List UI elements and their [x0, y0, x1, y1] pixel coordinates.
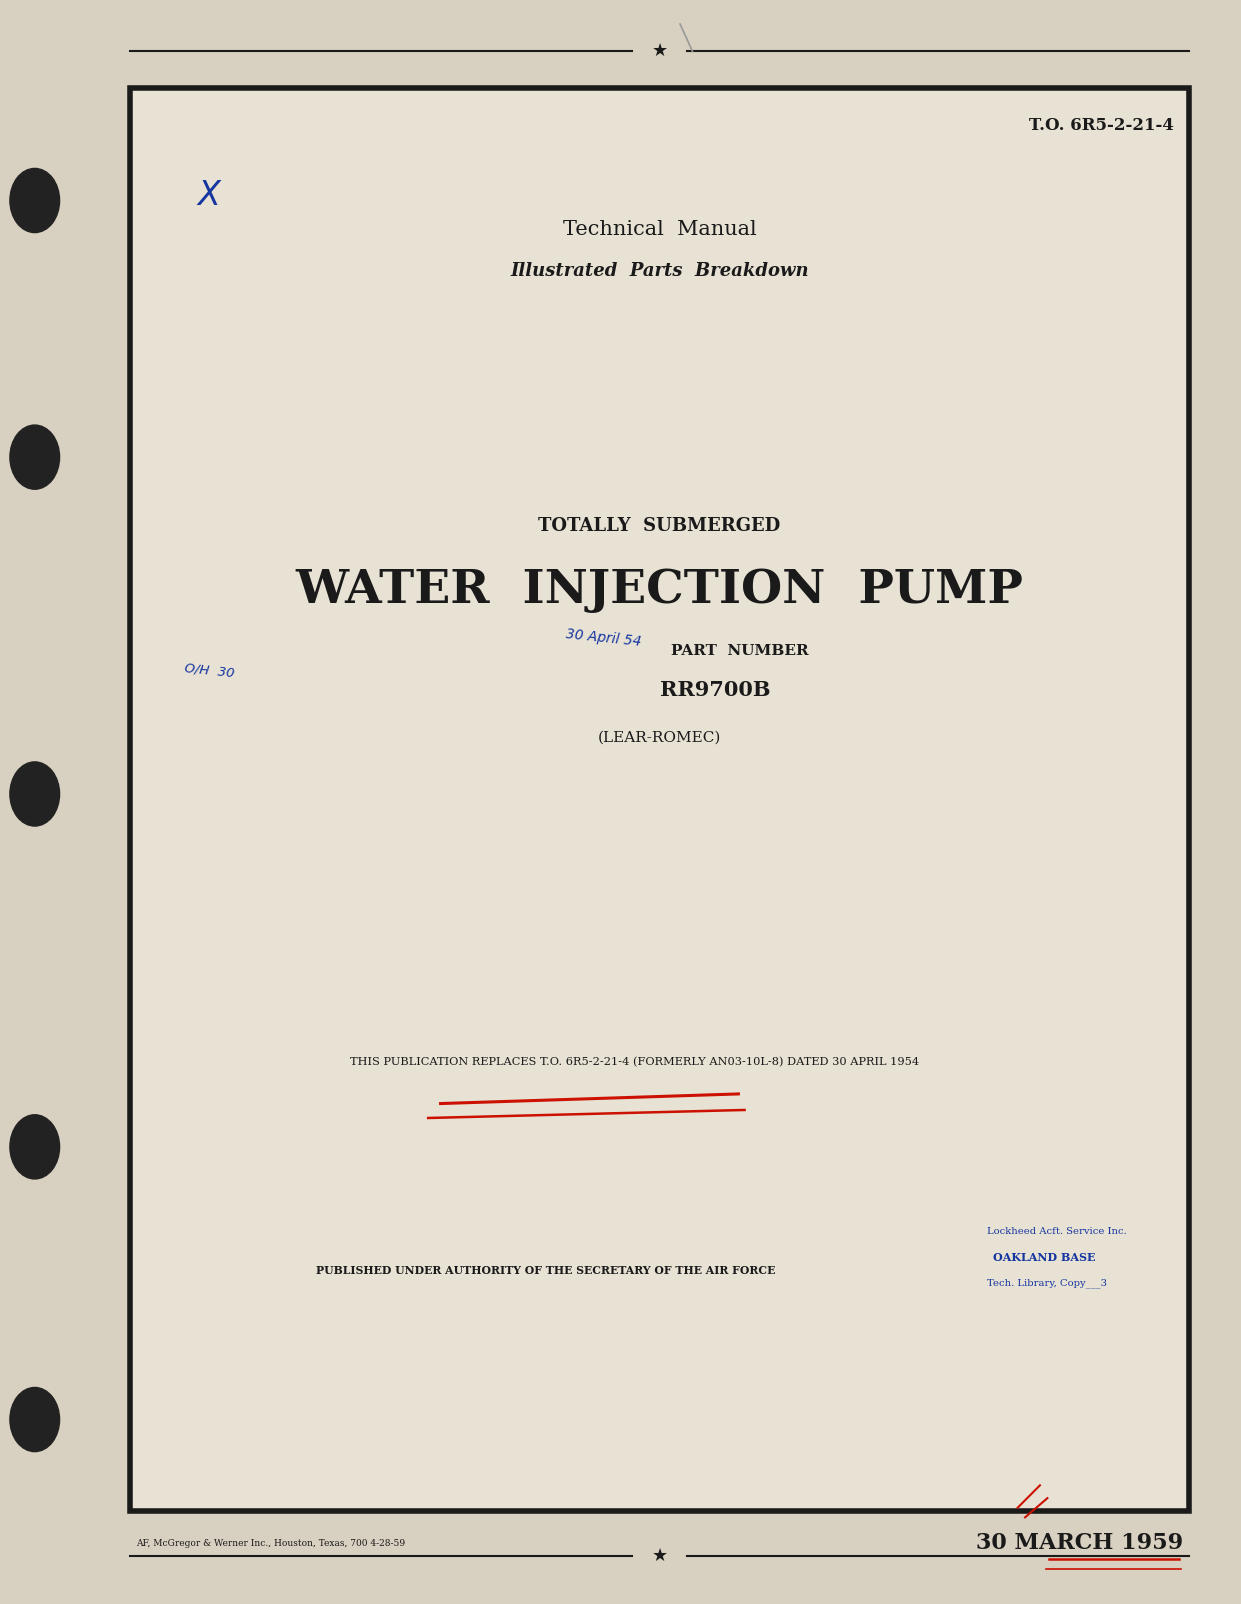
Text: X: X	[197, 180, 220, 212]
Text: RR9700B: RR9700B	[660, 680, 771, 699]
Text: PUBLISHED UNDER AUTHORITY OF THE SECRETARY OF THE AIR FORCE: PUBLISHED UNDER AUTHORITY OF THE SECRETA…	[316, 1266, 776, 1275]
Circle shape	[10, 168, 60, 233]
Text: ★: ★	[652, 1546, 668, 1564]
Text: TOTALLY  SUBMERGED: TOTALLY SUBMERGED	[539, 516, 781, 536]
Text: THIS PUBLICATION REPLACES T.O. 6R5-2-21-4 (FORMERLY AN03-10L-8) DATED 30 APRIL 1: THIS PUBLICATION REPLACES T.O. 6R5-2-21-…	[350, 1057, 920, 1067]
Circle shape	[10, 762, 60, 826]
Text: WATER  INJECTION  PUMP: WATER INJECTION PUMP	[295, 568, 1024, 613]
Text: ★: ★	[652, 42, 668, 61]
Text: PART  NUMBER: PART NUMBER	[671, 645, 809, 658]
Circle shape	[10, 425, 60, 489]
Text: Illustrated  Parts  Breakdown: Illustrated Parts Breakdown	[510, 261, 809, 281]
Circle shape	[10, 1387, 60, 1452]
Text: 30 MARCH 1959: 30 MARCH 1959	[975, 1532, 1183, 1554]
Circle shape	[10, 1115, 60, 1179]
Text: Lockheed Acft. Service Inc.: Lockheed Acft. Service Inc.	[987, 1227, 1127, 1237]
Bar	[130, 88, 1189, 1511]
Text: AF, McGregor & Werner Inc., Houston, Texas, 700 4-28-59: AF, McGregor & Werner Inc., Houston, Tex…	[137, 1538, 406, 1548]
Text: O/H  30: O/H 30	[184, 661, 235, 680]
Text: T.O. 6R5-2-21-4: T.O. 6R5-2-21-4	[1029, 117, 1174, 135]
Text: Technical  Manual: Technical Manual	[562, 220, 757, 239]
Text: 30 April 54: 30 April 54	[565, 627, 642, 650]
Text: (LEAR-ROMEC): (LEAR-ROMEC)	[598, 731, 721, 744]
Text: Tech. Library, Copy___3: Tech. Library, Copy___3	[987, 1278, 1107, 1288]
Text: OAKLAND BASE: OAKLAND BASE	[993, 1253, 1096, 1262]
